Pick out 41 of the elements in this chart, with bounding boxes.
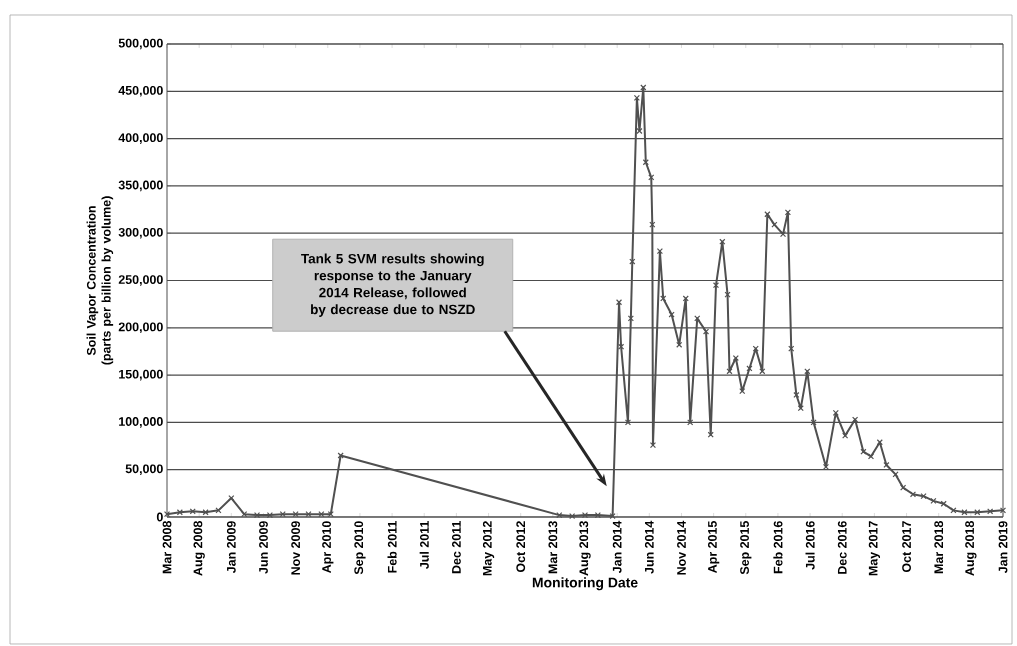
y-tick-label: 150,000 (119, 369, 163, 381)
x-tick-label: May 2017 (868, 521, 881, 576)
x-tick-label: Jul 2016 (805, 521, 815, 570)
x-tick-label: Aug 2018 (965, 521, 977, 576)
x-tick-label: Jan 2009 (226, 521, 236, 574)
x-tick-label: Mar 2018 (934, 521, 944, 574)
x-tick-label: Jun 2014 (644, 520, 654, 574)
x-tick-label: Aug 2008 (193, 521, 205, 576)
x-tick-label: Apr 2015 (707, 521, 720, 573)
x-tick-label: Oct 2017 (902, 521, 911, 573)
x-axis-title: Monitoring Date (532, 577, 638, 591)
y-tick-label: 250,000 (118, 275, 163, 286)
x-tick-label: Apr 2010 (322, 521, 334, 573)
x-tick-label: Feb 2011 (387, 521, 397, 573)
y-tick-label: 50,000 (125, 464, 163, 475)
x-tick-label: Jan 2019 (998, 521, 1008, 574)
x-tick-label: Jan 2014 (612, 520, 622, 574)
x-tick-label: May 2012 (482, 521, 495, 576)
y-tick-label: 450,000 (118, 85, 163, 97)
x-tick-label: Jul 2011 (419, 521, 429, 569)
x-tick-label: Jun 2009 (259, 521, 268, 574)
x-tick-label: Sep 2015 (740, 521, 752, 575)
x-tick-label: Mar 2013 (548, 521, 558, 574)
x-tick-label: Feb 2016 (773, 521, 783, 574)
y-tick-label: 100,000 (119, 417, 163, 428)
x-tick-label: Aug 2013 (579, 521, 591, 576)
x-tick-label: Nov 2009 (291, 521, 301, 575)
y-tick-label: 0 (156, 512, 163, 522)
x-tick-label: Nov 2014 (677, 520, 686, 575)
annotation: Tank 5 SVM results showing response to the January 2014 Release, followed by decrease due to NSZD (301, 253, 484, 317)
y-tick-label: 350,000 (118, 180, 163, 192)
x-tick-label: Dec 2011 (451, 521, 461, 574)
x-tick-label: Sep 2010 (354, 521, 366, 575)
y-tick-label: 200,000 (118, 322, 163, 334)
x-tick-label: Mar 2008 (162, 521, 172, 574)
x-tick-label: Dec 2016 (837, 521, 847, 574)
y-tick-label: 300,000 (118, 227, 163, 239)
x-tick-label: Oct 2012 (516, 521, 526, 573)
y-axis-title: Soil Vapor Concentration (parts per billion by volume) (86, 196, 114, 365)
y-tick-label: 400,000 (118, 133, 163, 144)
y-tick-label: 500,000 (118, 38, 163, 50)
